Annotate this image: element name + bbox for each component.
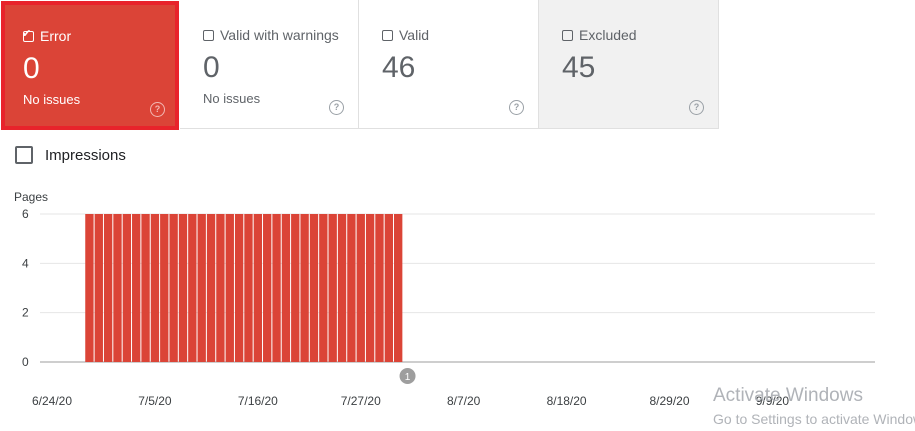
- watermark-subtitle: Go to Settings to activate Windows.: [713, 411, 915, 427]
- data-bar: [375, 214, 384, 362]
- data-bar: [300, 214, 309, 362]
- help-icon[interactable]: ?: [509, 100, 524, 115]
- data-bar: [85, 214, 94, 362]
- data-bar: [309, 214, 319, 362]
- tile-value: 0: [23, 52, 40, 85]
- y-tick-label: 6: [22, 207, 29, 221]
- tile-subtitle: No issues: [23, 92, 81, 107]
- tile-label: Error: [40, 28, 72, 44]
- tile-label: Excluded: [579, 27, 637, 43]
- data-bar: [244, 214, 253, 362]
- x-tick-label: 8/7/20: [447, 394, 481, 408]
- data-bar: [132, 214, 141, 362]
- data-bar: [347, 214, 356, 362]
- x-tick-label: 6/24/20: [32, 394, 72, 408]
- tile-error[interactable]: ✔ Error 0 No issues ?: [1, 1, 179, 130]
- pages-chart: Pages 6 4 2 0 6/24/20 7/5/20 7/16/20 7/27/20 8/7/…: [14, 190, 875, 408]
- watermark-title: Activate Windows: [713, 385, 863, 406]
- data-bar: [225, 214, 234, 362]
- status-tiles: ✔ Error 0 No issues ? Valid with warning…: [0, 0, 720, 130]
- data-bar: [356, 214, 365, 362]
- data-bar: [291, 214, 300, 362]
- x-tick-label: 8/29/20: [649, 394, 689, 408]
- data-bar: [160, 214, 169, 362]
- help-icon[interactable]: ?: [329, 100, 344, 115]
- tile-value: 45: [562, 51, 596, 84]
- tile-valid-with-warnings[interactable]: Valid with warnings 0 No issues ?: [180, 0, 359, 129]
- data-bar: [216, 214, 225, 362]
- y-tick-label: 4: [22, 256, 29, 270]
- y-axis-label: Pages: [14, 190, 48, 204]
- data-bar: [103, 214, 113, 362]
- help-icon[interactable]: ?: [150, 102, 165, 117]
- x-tick-label: 9/9/20: [756, 394, 790, 408]
- data-bar: [319, 214, 328, 362]
- data-bar: [263, 214, 272, 362]
- checkbox-icon[interactable]: [15, 146, 33, 164]
- y-tick-label: 0: [22, 355, 29, 369]
- tile-value: 0: [203, 51, 220, 84]
- annotation-label: 1: [405, 372, 411, 383]
- data-bar: [281, 214, 291, 362]
- data-bar: [94, 214, 103, 362]
- data-bar: [206, 214, 216, 362]
- data-bar: [178, 214, 188, 362]
- tile-excluded[interactable]: Excluded 45 ?: [539, 0, 719, 129]
- data-bar: [122, 214, 132, 362]
- tile-header: Excluded: [562, 27, 637, 43]
- data-bar: [337, 214, 347, 362]
- data-bar: [197, 214, 206, 362]
- tile-header: Valid with warnings: [203, 27, 339, 43]
- impressions-label: Impressions: [45, 146, 126, 164]
- data-bar: [253, 214, 263, 362]
- data-bar: [272, 214, 281, 362]
- tile-subtitle: No issues: [203, 91, 261, 106]
- checkbox-icon[interactable]: [562, 29, 573, 41]
- tile-value: 46: [382, 51, 416, 84]
- checkbox-icon[interactable]: [203, 29, 214, 41]
- data-bar: [188, 214, 197, 362]
- tile-header: Valid: [382, 27, 429, 43]
- data-bar: [169, 214, 178, 362]
- x-tick-label: 7/5/20: [138, 394, 172, 408]
- x-tick-label: 8/18/20: [547, 394, 587, 408]
- data-bar: [141, 214, 150, 362]
- impressions-toggle[interactable]: Impressions: [15, 146, 126, 164]
- tile-label: Valid with warnings: [220, 27, 339, 43]
- data-bar: [328, 214, 337, 362]
- tile-label: Valid: [399, 27, 430, 43]
- help-icon[interactable]: ?: [689, 100, 704, 115]
- annotation-marker: [399, 368, 416, 384]
- data-bar: [234, 214, 244, 362]
- checkbox-checked-icon[interactable]: ✔: [22, 28, 34, 42]
- tile-header: ✔ Error: [22, 28, 72, 45]
- y-tick-label: 2: [22, 306, 29, 320]
- tile-valid[interactable]: Valid 46 ?: [359, 0, 539, 129]
- data-bar: [384, 214, 394, 362]
- data-bar: [394, 214, 403, 362]
- checkbox-icon[interactable]: [382, 29, 393, 41]
- x-tick-label: 7/16/20: [238, 394, 278, 408]
- data-bar: [365, 214, 375, 362]
- data-bar: [150, 214, 160, 362]
- data-bar: [113, 214, 122, 362]
- activation-watermark: Activate Windows Go to Settings to activ…: [713, 385, 915, 427]
- x-tick-label: 7/27/20: [341, 394, 381, 408]
